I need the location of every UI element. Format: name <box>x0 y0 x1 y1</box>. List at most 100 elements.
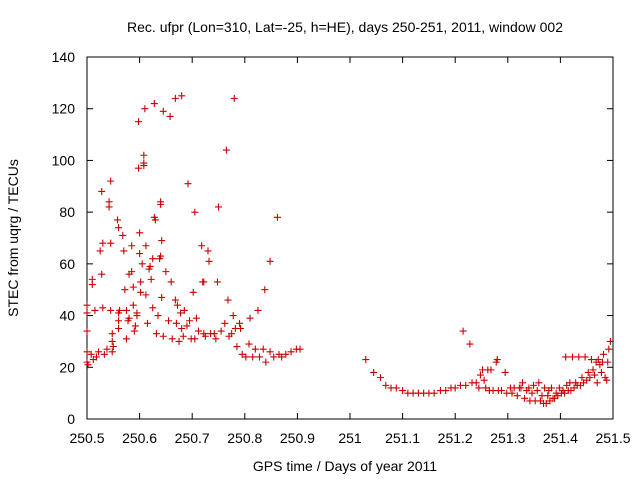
data-point-marker <box>83 309 91 317</box>
data-point-marker <box>129 301 137 309</box>
data-point-marker <box>586 374 594 382</box>
data-point-marker <box>98 270 106 278</box>
data-point-marker <box>584 368 592 376</box>
data-point-marker <box>135 118 143 126</box>
y-tick-label: 100 <box>52 152 76 168</box>
x-axis-label: GPS time / Days of year 2011 <box>253 458 437 474</box>
data-point-marker <box>95 348 103 356</box>
data-point-marker <box>171 296 179 304</box>
data-point-marker <box>224 296 232 304</box>
data-point-marker <box>99 304 107 312</box>
data-point-marker <box>519 379 527 387</box>
y-tick-label: 120 <box>52 101 76 117</box>
data-point-marker <box>493 356 501 364</box>
data-point-marker <box>201 332 209 340</box>
data-point-marker <box>136 229 144 237</box>
data-point-marker <box>149 304 157 312</box>
data-point-marker <box>136 250 144 258</box>
data-point-marker <box>256 353 264 361</box>
data-point-marker <box>593 379 601 387</box>
data-point-marker <box>528 389 536 397</box>
data-point-marker <box>107 239 115 247</box>
data-point-marker <box>462 381 470 389</box>
data-point-marker <box>152 330 160 338</box>
data-point-marker <box>204 247 212 255</box>
data-point-marker <box>229 312 237 320</box>
data-point-marker <box>177 309 185 317</box>
y-tick-label: 20 <box>59 359 75 375</box>
data-point-marker <box>554 392 562 400</box>
data-point-marker <box>140 151 148 159</box>
y-tick-label: 60 <box>59 256 75 272</box>
data-point-marker <box>606 337 614 345</box>
data-point-marker <box>128 242 136 250</box>
data-point-marker <box>84 361 92 369</box>
data-point-marker <box>547 384 555 392</box>
data-point-marker <box>259 345 267 353</box>
data-point-marker <box>116 306 124 314</box>
data-point-marker <box>533 387 541 395</box>
x-tick-label: 250.5 <box>69 430 104 446</box>
data-point-marker <box>513 392 521 400</box>
data-point-marker <box>157 200 165 208</box>
data-point-marker <box>149 255 157 263</box>
x-tick-label: 251 <box>338 430 362 446</box>
data-point-marker <box>140 162 148 170</box>
data-point-marker <box>377 374 385 382</box>
data-point-marker <box>137 288 145 296</box>
data-point-marker <box>129 283 137 291</box>
data-points <box>83 92 614 407</box>
data-point-marker <box>480 376 488 384</box>
data-point-marker <box>108 348 116 356</box>
data-point-marker <box>541 384 549 392</box>
data-point-marker <box>266 348 274 356</box>
data-point-marker <box>114 216 122 224</box>
data-point-marker <box>121 286 129 294</box>
data-point-marker <box>150 100 158 108</box>
data-point-marker <box>109 343 117 351</box>
data-point-marker <box>233 343 241 351</box>
data-point-marker <box>589 366 597 374</box>
data-point-marker <box>535 379 543 387</box>
data-point-marker <box>561 389 569 397</box>
data-point-marker <box>273 213 281 221</box>
data-point-marker <box>370 368 378 376</box>
data-point-marker <box>581 353 589 361</box>
x-tick-label: 251.5 <box>595 430 630 446</box>
data-point-marker <box>172 319 180 327</box>
x-tick-label: 250.6 <box>122 430 157 446</box>
data-point-marker <box>525 384 533 392</box>
data-point-marker <box>180 306 188 314</box>
data-point-marker <box>228 330 236 338</box>
data-point-marker <box>591 371 599 379</box>
data-point-marker <box>392 384 400 392</box>
y-axis-label: STEC from uqrg / TECUs <box>5 159 21 317</box>
data-point-marker <box>154 312 162 320</box>
x-axis-ticks: 250.5 250.6 250.7 250.8 250.9 251 251.1 251.2 25… <box>69 57 631 446</box>
data-point-marker <box>212 335 220 343</box>
data-point-marker <box>238 350 246 358</box>
data-point-marker <box>105 203 113 211</box>
data-point-marker <box>141 105 149 113</box>
data-point-marker <box>482 384 490 392</box>
data-point-marker <box>191 208 199 216</box>
data-point-marker <box>249 353 257 361</box>
data-point-marker <box>125 314 133 322</box>
data-point-marker <box>143 319 151 327</box>
data-point-marker <box>195 327 203 335</box>
data-point-marker <box>587 356 595 364</box>
data-point-marker <box>254 306 262 314</box>
data-point-marker <box>200 278 208 286</box>
data-point-marker <box>508 389 516 397</box>
data-point-marker <box>107 177 115 185</box>
data-point-marker <box>142 242 150 250</box>
data-point-marker <box>120 247 128 255</box>
x-tick-label: 250.8 <box>227 430 262 446</box>
data-point-marker <box>205 257 213 265</box>
data-point-marker <box>157 252 165 260</box>
data-point-marker <box>173 301 181 309</box>
data-point-marker <box>568 353 576 361</box>
data-point-marker <box>158 237 166 245</box>
data-point-marker <box>213 278 221 286</box>
